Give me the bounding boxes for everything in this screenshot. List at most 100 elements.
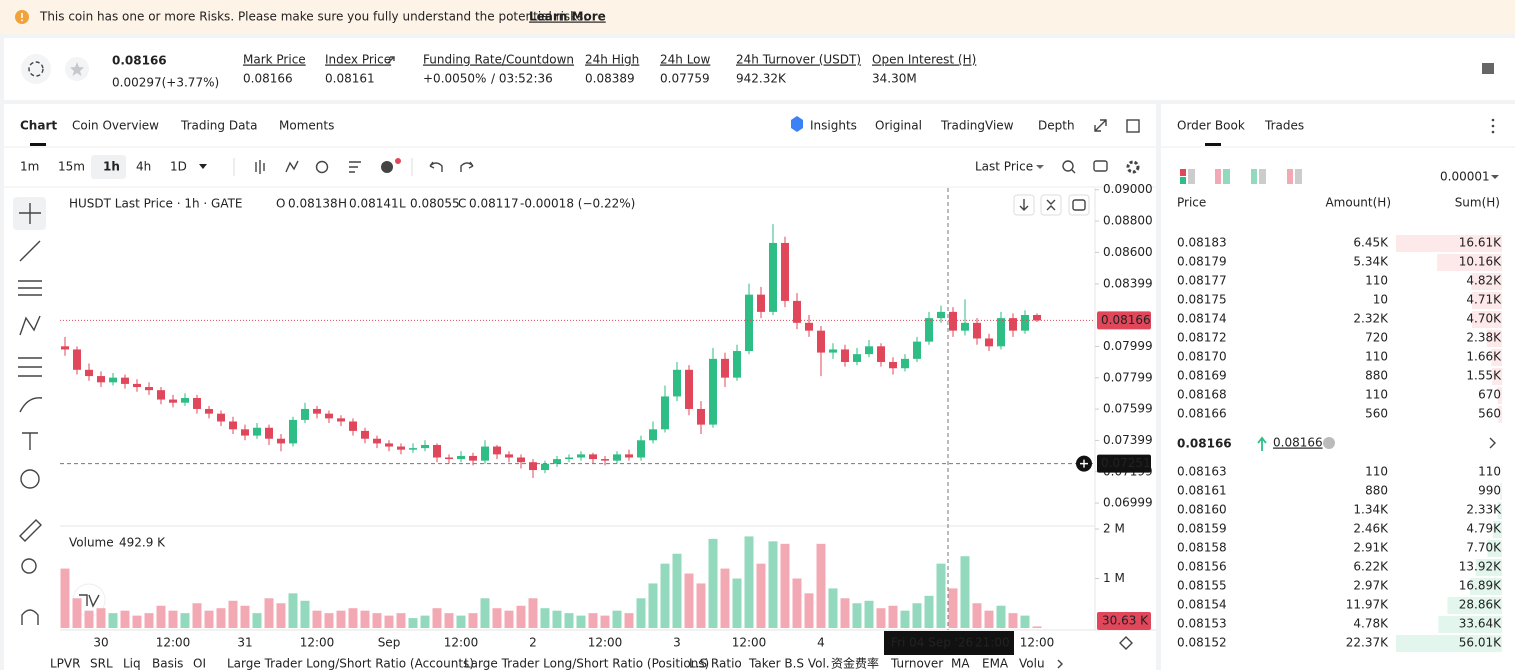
volume-bar [132,615,142,628]
tab[interactable]: Coin Overview [72,119,159,133]
volume-bar [948,588,958,628]
view-option[interactable]: Original [875,119,922,133]
candle-body [385,443,393,447]
caret[interactable] [1491,175,1499,179]
indicator-tab[interactable]: MA [951,657,970,670]
expand-icon[interactable] [1094,119,1107,132]
y-tick-label: 0.08600 [1103,245,1153,259]
volume-bar [108,613,118,628]
candle-body [169,399,177,403]
collapse-button[interactable] [1040,194,1062,216]
undo-icon[interactable] [429,161,443,172]
pattern-tool[interactable] [19,315,41,336]
replay-icon[interactable] [315,160,329,174]
indicator-tab[interactable]: Large Trader Long/Short Ratio (Accounts) [227,657,474,670]
zoom-tool[interactable] [21,558,37,574]
candle-body [781,242,789,301]
volume-bar [840,598,850,628]
view-option[interactable]: Depth [1038,119,1075,133]
emoji-tool[interactable] [20,469,40,489]
magnet-tool[interactable] [21,609,39,625]
snapshot-icon[interactable] [1093,160,1108,172]
candle-body [949,311,957,331]
tab[interactable]: Moments [279,119,334,133]
volume-bar [1032,626,1042,628]
book-icon[interactable] [1482,63,1494,74]
indicator-icon[interactable] [285,160,299,173]
more-indicators[interactable] [1057,659,1063,669]
add-icon[interactable] [381,161,393,173]
tab[interactable]: Trading Data [180,119,258,133]
candle-body [205,408,213,414]
caret[interactable] [199,164,207,169]
candle-body [745,294,753,352]
indicator-tab[interactable]: Basis [152,657,183,670]
ruler-tool[interactable] [19,519,42,542]
text-tool[interactable] [22,432,38,450]
caret[interactable] [1036,165,1044,169]
active-tab-underline [30,143,46,146]
indicator-tab[interactable]: Large Trader Long/Short Ratio (Positions… [464,657,709,670]
settings-icon[interactable] [1126,160,1140,174]
indicator-tab[interactable]: EMA [982,657,1009,670]
template-icon[interactable] [349,161,361,173]
indicator-tab[interactable]: LPVR [50,657,80,670]
candle-type-icon[interactable] [255,160,265,174]
indicator-tab[interactable]: 资金费率 [831,656,879,670]
search-icon[interactable] [1062,160,1074,172]
depth-bar [1447,597,1502,614]
indicator-tab[interactable]: Volu [1019,657,1045,670]
indicator-tab[interactable]: Taker B.S Vol. [748,657,830,670]
volume-bar [288,593,298,628]
brush-tool[interactable] [19,397,43,413]
interval[interactable]: 1h [103,160,120,174]
volume-bar [456,615,466,628]
indicator-tab[interactable]: Liq [123,657,141,670]
interval[interactable]: 1D [170,160,187,174]
tab[interactable]: Trades [1264,119,1304,133]
volume-bar [672,553,682,628]
order-sum: 2.38K [1466,331,1502,345]
price-source[interactable]: Last Price [975,160,1033,174]
mid-price: 0.08166 [1177,437,1232,451]
interval[interactable]: 15m [58,160,85,174]
layout-buttons[interactable] [1180,169,1302,184]
window-icon[interactable] [1126,119,1140,133]
banner-link[interactable]: Learn More [529,10,606,24]
volume-bar [564,613,574,628]
legend-change: -0.00018 (−0.22%) [520,197,635,211]
tab[interactable]: Chart [20,119,57,133]
view-option[interactable]: Insights [810,119,857,133]
interval[interactable]: 4h [136,160,151,174]
indicator-tab[interactable]: SRL [90,657,113,670]
candle-body [217,413,225,422]
axis-settings[interactable] [1119,636,1133,650]
interval[interactable]: 1m [20,160,39,174]
trendline-tool[interactable] [19,240,41,262]
tab[interactable]: Order Book [1177,119,1245,133]
volume-bar [60,568,70,628]
order-sum: 16.61K [1459,236,1502,250]
menu-dot[interactable] [1491,118,1495,122]
crosshair-tool[interactable] [19,203,41,224]
notification-dot [395,158,401,164]
redo-icon[interactable] [460,161,474,172]
chevron[interactable] [1489,437,1496,449]
volume-bar [96,608,106,628]
depth-bar [1396,635,1502,652]
candle-body [1021,315,1029,331]
order-price: 0.08159 [1177,522,1227,536]
view-option[interactable]: TradingView [940,119,1014,133]
prediction-tool[interactable] [18,357,42,377]
indicator-tab[interactable]: L.S Ratio [689,657,742,670]
banner-text: This coin has one or more Risks. Please … [39,10,587,24]
fib-tool[interactable] [18,280,42,296]
indicator-tab[interactable]: OI [193,657,206,670]
precision[interactable]: 0.00001 [1440,170,1490,184]
indicator-tab[interactable]: Turnover [890,657,943,670]
volume-bar [660,563,670,628]
volume-bar [780,543,790,628]
candle-body [1033,315,1041,321]
maximize-button[interactable] [1068,194,1090,216]
volume-bar [648,583,658,628]
